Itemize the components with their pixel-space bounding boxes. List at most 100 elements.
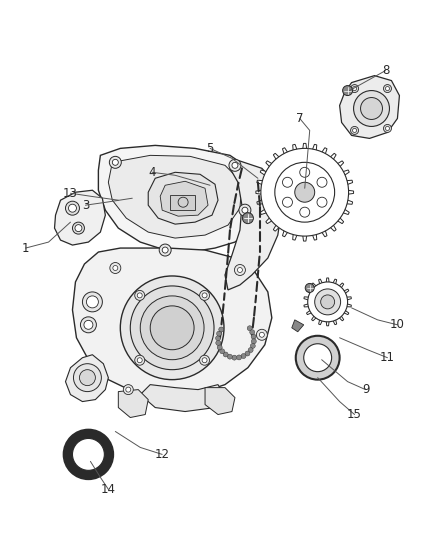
Circle shape xyxy=(82,292,102,312)
Circle shape xyxy=(261,148,349,236)
Polygon shape xyxy=(140,385,225,411)
Circle shape xyxy=(308,282,348,322)
Circle shape xyxy=(232,355,237,360)
Circle shape xyxy=(353,86,357,91)
Circle shape xyxy=(200,290,209,301)
Circle shape xyxy=(304,344,332,372)
Circle shape xyxy=(120,276,224,379)
Polygon shape xyxy=(99,146,262,252)
Text: 10: 10 xyxy=(390,318,405,332)
Circle shape xyxy=(317,197,327,207)
Circle shape xyxy=(300,167,310,177)
Circle shape xyxy=(229,159,241,171)
Circle shape xyxy=(237,355,241,360)
Circle shape xyxy=(81,317,96,333)
Circle shape xyxy=(248,348,253,352)
Circle shape xyxy=(110,263,121,273)
Polygon shape xyxy=(225,160,282,290)
Circle shape xyxy=(66,201,79,215)
Polygon shape xyxy=(108,155,242,238)
Circle shape xyxy=(350,126,359,134)
Circle shape xyxy=(219,327,224,332)
Circle shape xyxy=(321,295,335,309)
Text: 11: 11 xyxy=(380,351,395,364)
Circle shape xyxy=(72,439,104,470)
Polygon shape xyxy=(148,172,218,224)
Circle shape xyxy=(126,387,131,392)
Circle shape xyxy=(79,370,95,385)
Polygon shape xyxy=(160,181,208,216)
Circle shape xyxy=(350,85,359,93)
Text: 15: 15 xyxy=(347,408,362,421)
Circle shape xyxy=(216,341,221,345)
Circle shape xyxy=(232,163,238,168)
Circle shape xyxy=(137,358,142,363)
Circle shape xyxy=(217,345,222,350)
Circle shape xyxy=(200,356,209,365)
Text: 9: 9 xyxy=(362,383,369,396)
Circle shape xyxy=(256,329,267,340)
Circle shape xyxy=(74,364,101,392)
Circle shape xyxy=(250,330,255,335)
Circle shape xyxy=(64,430,113,479)
Text: 13: 13 xyxy=(63,187,78,200)
Circle shape xyxy=(300,207,310,217)
Text: 7: 7 xyxy=(296,112,304,125)
Circle shape xyxy=(75,224,82,232)
Text: 14: 14 xyxy=(101,483,116,496)
Circle shape xyxy=(283,177,293,187)
Circle shape xyxy=(385,86,389,91)
Circle shape xyxy=(360,98,382,119)
Polygon shape xyxy=(256,143,353,241)
Circle shape xyxy=(72,222,85,234)
Circle shape xyxy=(68,204,77,212)
Circle shape xyxy=(353,128,357,132)
Circle shape xyxy=(241,353,246,359)
Circle shape xyxy=(251,339,256,344)
Circle shape xyxy=(86,296,99,308)
Polygon shape xyxy=(66,355,108,401)
Circle shape xyxy=(140,296,204,360)
Polygon shape xyxy=(304,278,351,326)
Circle shape xyxy=(217,331,222,336)
Circle shape xyxy=(202,358,207,363)
Circle shape xyxy=(283,197,293,207)
Circle shape xyxy=(385,126,389,131)
Circle shape xyxy=(317,177,327,187)
Polygon shape xyxy=(72,248,272,398)
Circle shape xyxy=(223,352,228,357)
Circle shape xyxy=(314,289,341,315)
Circle shape xyxy=(137,293,142,298)
Circle shape xyxy=(275,163,335,222)
Circle shape xyxy=(384,124,392,132)
Circle shape xyxy=(159,244,171,256)
Polygon shape xyxy=(118,390,148,417)
Circle shape xyxy=(150,306,194,350)
Text: 8: 8 xyxy=(382,64,389,77)
Circle shape xyxy=(112,159,118,165)
Circle shape xyxy=(259,332,265,337)
Circle shape xyxy=(245,351,250,356)
Circle shape xyxy=(250,343,255,349)
Circle shape xyxy=(178,197,188,207)
Text: 12: 12 xyxy=(155,448,170,461)
Circle shape xyxy=(113,265,118,270)
Circle shape xyxy=(384,85,392,93)
Polygon shape xyxy=(292,320,304,332)
Circle shape xyxy=(162,247,168,253)
Circle shape xyxy=(227,354,232,359)
Text: 3: 3 xyxy=(82,199,89,212)
Circle shape xyxy=(215,336,221,341)
Circle shape xyxy=(234,264,245,276)
Circle shape xyxy=(295,182,314,202)
Polygon shape xyxy=(170,195,195,210)
Circle shape xyxy=(202,293,207,298)
Polygon shape xyxy=(205,387,235,415)
Circle shape xyxy=(135,290,145,301)
Circle shape xyxy=(242,213,254,224)
Circle shape xyxy=(110,156,121,168)
Circle shape xyxy=(239,204,251,216)
Circle shape xyxy=(237,268,242,272)
Circle shape xyxy=(296,336,339,379)
Circle shape xyxy=(130,286,214,370)
